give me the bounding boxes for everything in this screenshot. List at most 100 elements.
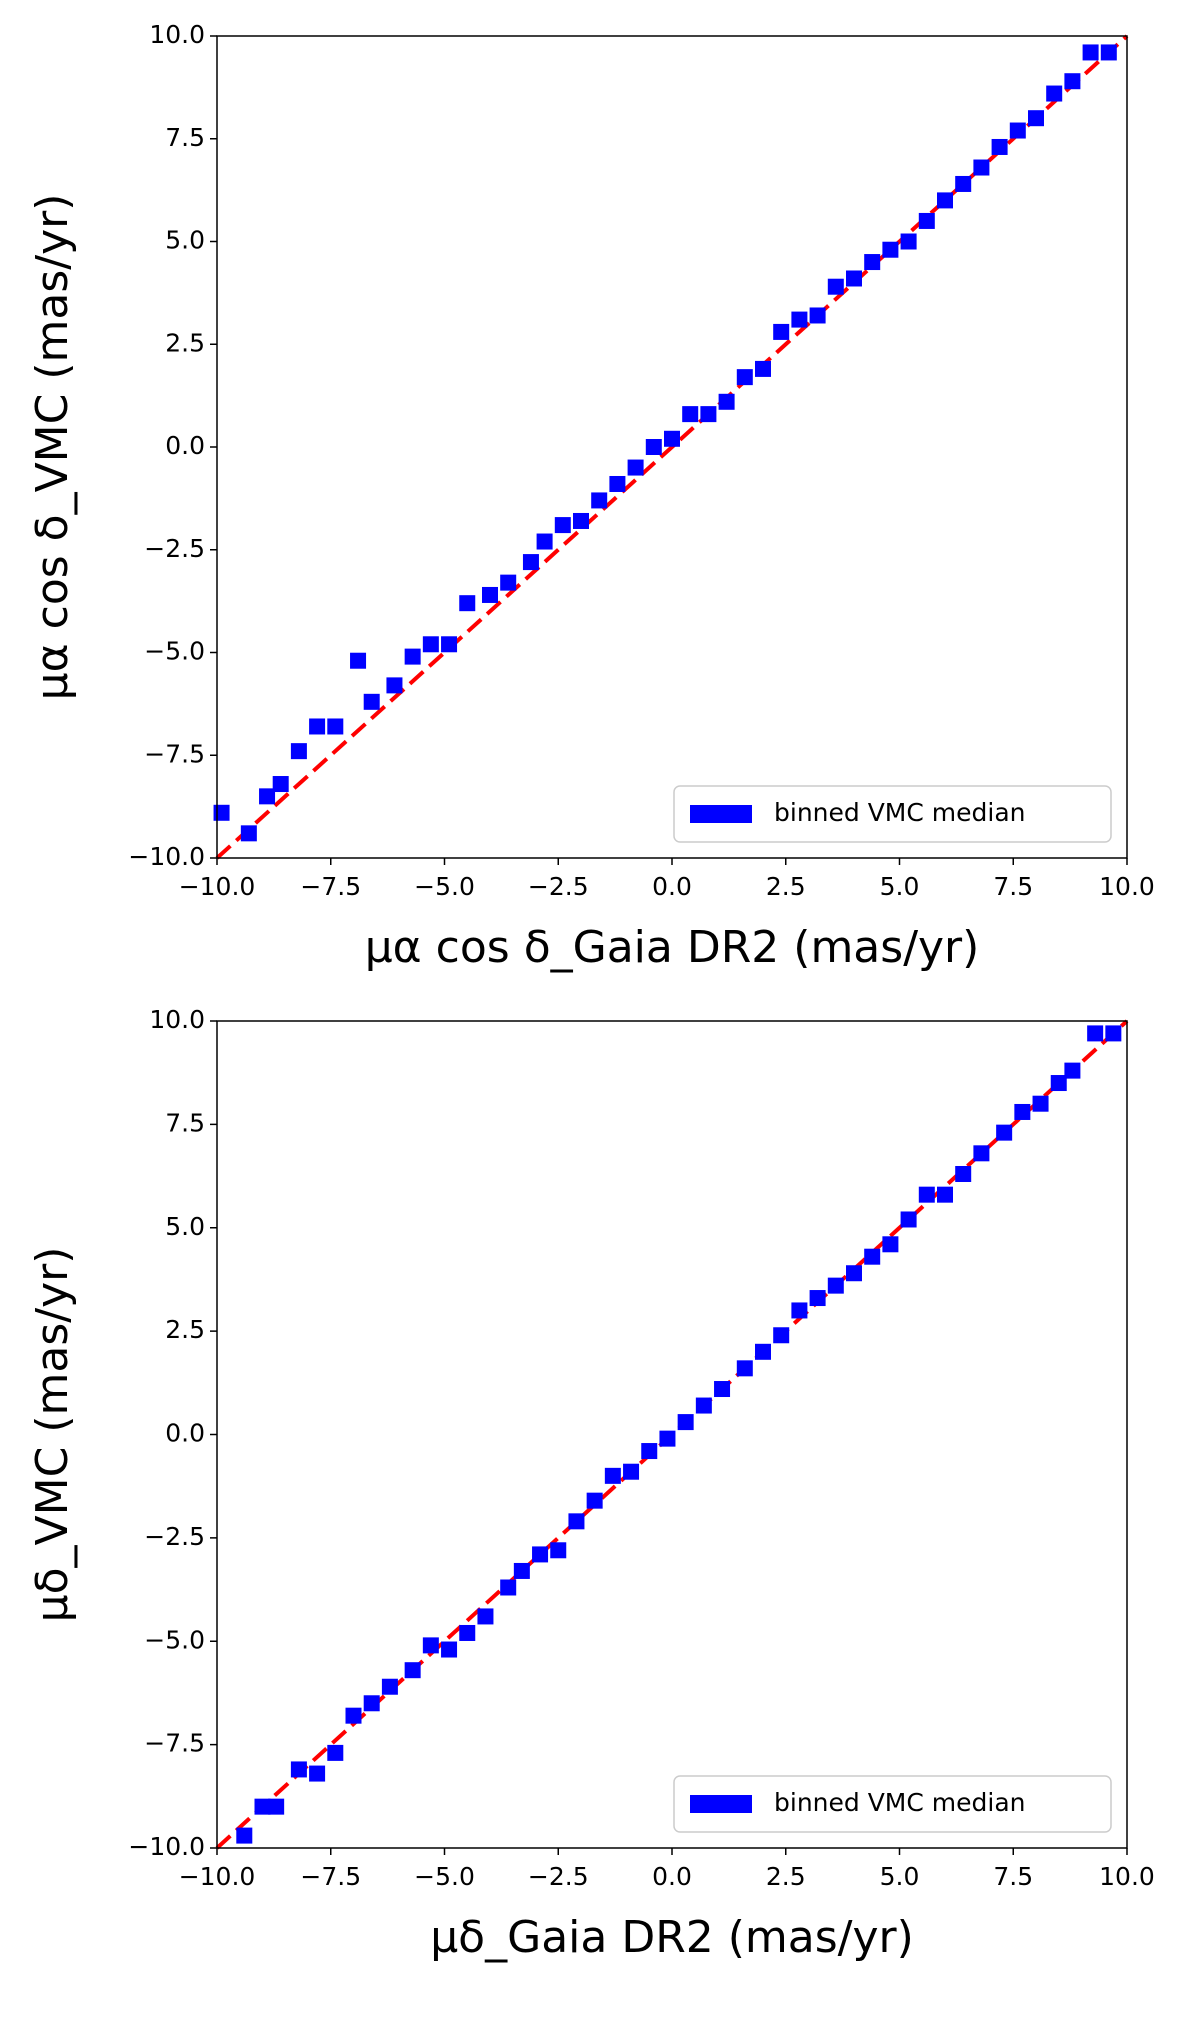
median-marker <box>327 1744 344 1761</box>
legend-label: binned VMC median <box>774 798 1026 827</box>
median-marker <box>532 1546 549 1563</box>
median-marker <box>268 1798 285 1815</box>
median-marker <box>736 1360 753 1377</box>
median-marker <box>513 1562 530 1579</box>
legend-label: binned VMC median <box>774 1788 1026 1817</box>
median-marker <box>991 138 1008 155</box>
median-marker <box>573 512 589 529</box>
median-marker <box>550 1542 567 1559</box>
median-marker <box>604 1467 621 1484</box>
y-tick-label: 5.0 <box>165 1212 205 1241</box>
median-marker <box>882 1236 899 1253</box>
x-tick-label: 10.0 <box>1099 872 1155 901</box>
median-marker <box>441 1641 458 1658</box>
x-tick-label: 7.5 <box>993 872 1033 901</box>
median-marker <box>718 393 735 410</box>
median-marker <box>240 825 257 842</box>
median-marker <box>695 1397 712 1414</box>
x-tick-label: 5.0 <box>880 1862 920 1891</box>
median-marker <box>1105 1025 1122 1042</box>
median-marker <box>864 254 881 271</box>
median-marker <box>591 492 608 509</box>
median-marker <box>645 439 662 455</box>
y-tick-label: 0.0 <box>165 1419 205 1448</box>
x-axis-label: μδ_Gaia DR2 (mas/yr) <box>430 1912 914 1963</box>
y-tick-label: 2.5 <box>165 1315 205 1344</box>
y-tick-label: 5.0 <box>165 226 205 255</box>
median-marker <box>1064 1062 1081 1079</box>
median-marker <box>363 1695 380 1712</box>
median-marker <box>809 1290 826 1307</box>
y-tick-label: 7.5 <box>165 123 205 152</box>
median-marker <box>791 1302 808 1319</box>
y-tick-label: 10.0 <box>149 1005 205 1034</box>
x-tick-label: −5.0 <box>414 1862 475 1891</box>
y-axis-label: μα cos δ_VMC (mas/yr) <box>27 194 78 701</box>
y-tick-label: −2.5 <box>144 534 205 563</box>
y-tick-label: −10.0 <box>128 1832 205 1861</box>
x-tick-label: −5.0 <box>414 872 475 901</box>
median-marker <box>714 1381 731 1398</box>
median-marker <box>1009 122 1026 139</box>
median-marker <box>500 574 517 591</box>
median-marker <box>404 648 421 665</box>
median-marker <box>309 1765 326 1782</box>
median-marker <box>659 1430 676 1447</box>
median-marker <box>955 1165 972 1182</box>
x-axis-label: μα cos δ_Gaia DR2 (mas/yr) <box>365 922 980 973</box>
median-marker <box>918 212 935 229</box>
x-tick-label: −10.0 <box>179 872 256 901</box>
median-marker <box>1064 73 1081 90</box>
y-tick-label: 2.5 <box>165 328 205 357</box>
median-marker <box>554 517 571 534</box>
median-marker <box>236 1827 253 1844</box>
median-marker <box>363 693 380 710</box>
legend-box <box>673 1775 1112 1833</box>
legend-box <box>673 785 1112 843</box>
median-marker <box>477 1608 494 1625</box>
y-tick-label: −7.5 <box>144 739 205 768</box>
median-marker <box>809 307 826 324</box>
median-marker <box>736 369 753 386</box>
x-tick-label: −10.0 <box>179 1862 256 1891</box>
x-tick-label: −7.5 <box>300 1862 361 1891</box>
median-marker <box>609 475 626 492</box>
panel: −10.0 −7.5 −5.0 −2.5 0.0 2.5 5.0 7.5 10.0 −10.0 −7… <box>27 1005 1155 1963</box>
median-marker <box>700 406 717 423</box>
median-marker <box>441 636 458 653</box>
median-marker <box>882 241 899 258</box>
median-marker <box>1032 1095 1049 1112</box>
median-marker <box>386 677 403 694</box>
median-marker <box>500 1579 517 1596</box>
median-marker <box>827 278 844 295</box>
y-tick-label: −2.5 <box>144 1522 205 1551</box>
median-marker <box>404 1662 421 1679</box>
y-tick-label: −10.0 <box>128 842 205 871</box>
median-marker <box>773 1327 790 1344</box>
legend-swatch <box>690 805 752 823</box>
y-axis-label: μδ_VMC (mas/yr) <box>27 1247 78 1623</box>
median-marker <box>1028 110 1044 127</box>
median-marker <box>864 1248 881 1265</box>
median-marker <box>327 718 344 735</box>
median-marker <box>290 743 307 760</box>
x-tick-label: 0.0 <box>652 872 692 901</box>
median-marker <box>213 804 230 821</box>
median-marker <box>1014 1103 1031 1120</box>
median-marker <box>773 323 790 340</box>
median-marker <box>918 1186 935 1203</box>
median-marker <box>900 1211 917 1228</box>
x-tick-label: −2.5 <box>528 1862 589 1891</box>
median-marker <box>1082 44 1099 61</box>
median-marker <box>755 1343 771 1360</box>
median-marker <box>846 1265 862 1282</box>
x-tick-label: 2.5 <box>766 1862 806 1891</box>
median-marker <box>973 1145 990 1162</box>
median-marker <box>664 430 680 447</box>
y-tick-label: 7.5 <box>165 1108 205 1137</box>
median-marker <box>459 1624 476 1641</box>
y-tick-label: 0.0 <box>165 431 205 460</box>
x-tick-label: −7.5 <box>300 872 361 901</box>
x-tick-label: 5.0 <box>880 872 920 901</box>
